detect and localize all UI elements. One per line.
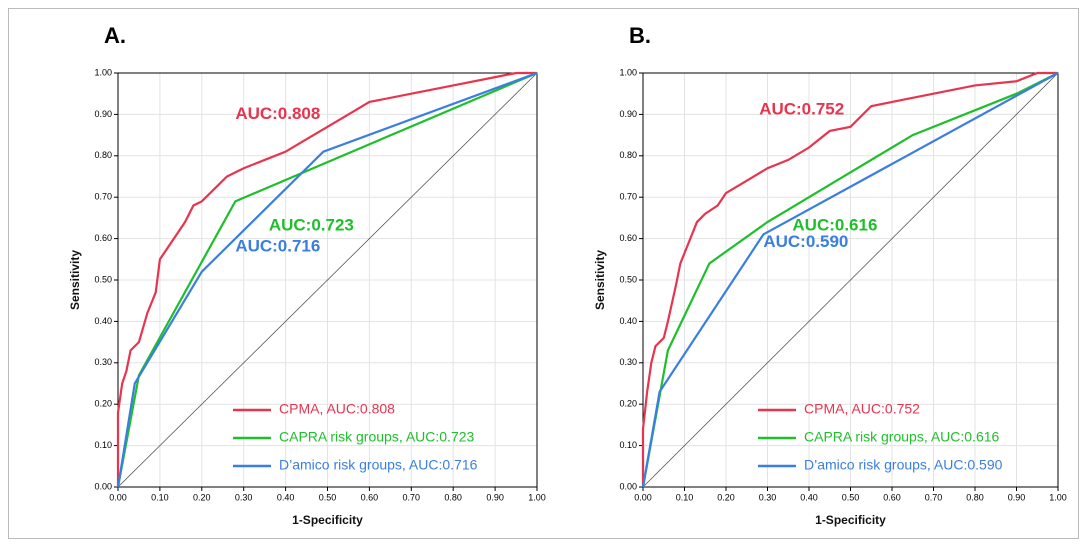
y-tick-label: 0.20	[94, 399, 112, 409]
x-tick-label: 0.80	[966, 492, 984, 502]
legend-label: D’amico risk groups, AUC:0.590	[804, 457, 1003, 473]
y-tick-label: 0.10	[94, 440, 112, 450]
y-tick-label: 0.60	[94, 233, 112, 243]
legend-label: CAPRA risk groups, AUC:0.616	[804, 429, 1000, 445]
panel: 0.00 0.10 0.20 0.30 0.40 0.50 0.60 0.70 0.80 0.90…	[593, 23, 1067, 527]
roc-curve	[116, 71, 538, 488]
y-tick-label: 0.50	[94, 274, 112, 284]
y-tick-label: 0.60	[619, 233, 637, 243]
x-tick-label: 0.10	[676, 492, 694, 502]
y-axis-label: Sensitivity	[593, 250, 607, 310]
y-tick-label: 0.40	[94, 316, 112, 326]
reference-diagonal	[117, 72, 538, 488]
y-tick-label: 0.50	[619, 274, 637, 284]
x-tick-label: 0.10	[151, 492, 169, 502]
auc-annotation: AUC:0.716	[235, 236, 320, 255]
x-tick-label: 0.70	[925, 492, 943, 502]
x-tick-label: 0.00	[109, 492, 127, 502]
y-tick-label: 0.90	[94, 109, 112, 119]
legend-label: D’amico risk groups, AUC:0.716	[279, 457, 478, 473]
roc-curve	[641, 72, 1059, 488]
x-tick-label: 0.40	[800, 492, 818, 502]
y-tick-label: 0.20	[619, 399, 637, 409]
y-tick-label: 0.00	[94, 481, 112, 491]
x-tick-label: 0.20	[717, 492, 735, 502]
y-tick-label: 0.10	[619, 440, 637, 450]
x-tick-label: 0.00	[634, 492, 652, 502]
x-tick-label: 0.60	[361, 492, 379, 502]
x-tick-label: 0.50	[319, 492, 337, 502]
plot-border	[642, 72, 1059, 488]
auc-annotation: AUC:0.590	[763, 232, 848, 251]
x-tick-label: 0.60	[883, 492, 901, 502]
auc-annotation: AUC:0.616	[792, 216, 877, 235]
x-tick-label: 1.00	[1049, 492, 1067, 502]
legend-label: CPMA, AUC:0.808	[279, 401, 395, 417]
legend-label: CAPRA risk groups, AUC:0.723	[279, 429, 475, 445]
x-tick-label: 0.90	[1008, 492, 1026, 502]
legend-label: CPMA, AUC:0.752	[804, 401, 920, 417]
x-tick-label: 0.40	[277, 492, 295, 502]
y-tick-label: 0.80	[94, 150, 112, 160]
roc-curve	[641, 72, 1059, 488]
y-axis-label: Sensitivity	[68, 250, 82, 310]
y-tick-label: 0.30	[619, 357, 637, 367]
y-tick-label: 0.90	[619, 109, 637, 119]
frame	[8, 8, 1079, 539]
y-tick-label: 1.00	[94, 67, 112, 77]
roc-curve	[641, 71, 1058, 487]
x-tick-label: 0.70	[403, 492, 421, 502]
x-tick-label: 0.90	[486, 492, 504, 502]
panel-title: B.	[629, 23, 651, 48]
y-tick-label: 0.70	[94, 192, 112, 202]
x-tick-label: 0.30	[759, 492, 777, 502]
auc-annotation: AUC:0.723	[269, 216, 354, 235]
panel-title: A.	[104, 23, 126, 48]
y-tick-label: 0.00	[619, 481, 637, 491]
auc-annotation: AUC:0.808	[235, 104, 320, 123]
x-tick-label: 0.30	[235, 492, 253, 502]
x-axis-label: 1-Specificity	[815, 513, 886, 527]
y-tick-label: 0.30	[94, 357, 112, 367]
auc-annotation: AUC:0.752	[759, 100, 844, 119]
y-tick-label: 1.00	[619, 67, 637, 77]
y-tick-label: 0.70	[619, 192, 637, 202]
x-axis-label: 1-Specificity	[292, 513, 363, 527]
x-tick-label: 0.50	[842, 492, 860, 502]
plot-border	[117, 72, 538, 488]
y-tick-label: 0.40	[619, 316, 637, 326]
panel: 0.00 0.10 0.20 0.30 0.40 0.50 0.60 0.70 0.80 0.90…	[68, 23, 546, 527]
x-tick-label: 0.20	[193, 492, 211, 502]
reference-diagonal	[642, 72, 1059, 488]
x-tick-label: 1.00	[528, 492, 546, 502]
roc-curve	[116, 71, 537, 487]
x-tick-label: 0.80	[444, 492, 462, 502]
roc-curve	[116, 71, 538, 488]
y-tick-label: 0.80	[619, 150, 637, 160]
